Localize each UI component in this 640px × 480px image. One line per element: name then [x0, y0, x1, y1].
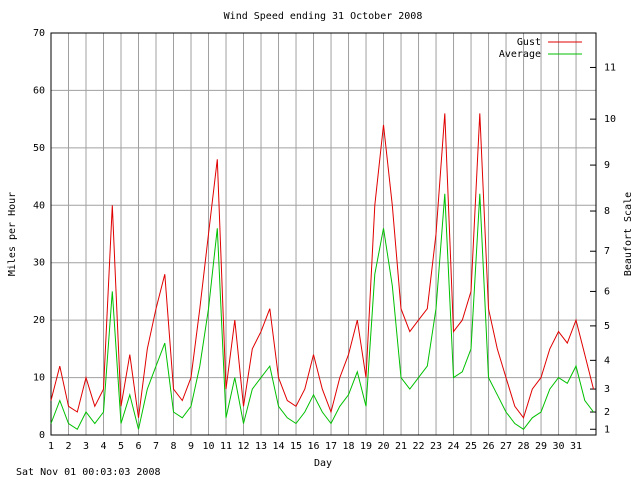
y-tick-label: 60: [33, 85, 45, 96]
x-tick-label: 21: [395, 441, 407, 452]
line-series: [50, 193, 594, 431]
x-tick-label: 4: [100, 441, 106, 452]
y-tick-label: 40: [33, 200, 45, 211]
x-tick-label: 24: [448, 441, 460, 452]
x-tick-label: 17: [325, 441, 337, 452]
x-tick-label: 20: [378, 441, 390, 452]
x-tick-label: 6: [135, 441, 141, 452]
x-tick-label: 3: [83, 441, 89, 452]
plot-border: [50, 32, 597, 436]
y2-tick-label: 10: [604, 114, 616, 125]
y2-axis-label: Beaufort Scale: [623, 192, 634, 276]
x-tick-label: 25: [465, 441, 477, 452]
y2-tick-label: 3: [604, 384, 610, 395]
x-tick-label: 13: [255, 441, 267, 452]
x-tick-label: 7: [153, 441, 159, 452]
y2-tick-label: 7: [604, 246, 610, 257]
y2-tick-label: 6: [604, 286, 610, 297]
x-tick-label: 15: [290, 441, 302, 452]
y2-tick-label: 8: [604, 206, 610, 217]
line-series: [50, 113, 594, 419]
legend-label: Average: [499, 49, 541, 60]
x-tick-label: 31: [570, 441, 582, 452]
x-tick-label: 16: [308, 441, 320, 452]
legend-label: Gust: [517, 37, 541, 48]
x-tick-label: 1: [48, 441, 54, 452]
y-tick-label: 20: [33, 315, 45, 326]
chart-title: Wind Speed ending 31 October 2008: [224, 11, 423, 22]
x-tick-label: 5: [118, 441, 124, 452]
y-tick-label: 30: [33, 258, 45, 269]
y2-tick-label: 1: [604, 424, 610, 435]
y2-tick-label: 11: [604, 62, 616, 73]
x-tick-label: 26: [483, 441, 495, 452]
x-tick-label: 9: [188, 441, 194, 452]
y2-tick-label: 5: [604, 321, 610, 332]
timestamp: Sat Nov 01 00:03:03 2008: [16, 467, 161, 478]
x-tick-label: 23: [430, 441, 442, 452]
x-tick-label: 10: [202, 441, 214, 452]
x-tick-label: 12: [237, 441, 249, 452]
x-tick-label: 2: [65, 441, 71, 452]
x-tick-label: 18: [343, 441, 355, 452]
y-axis-label: Miles per Hour: [7, 192, 18, 276]
y-tick-label: 70: [33, 28, 45, 39]
x-axis-label: Day: [314, 458, 332, 469]
x-tick-label: 27: [500, 441, 512, 452]
x-tick-label: 11: [220, 441, 232, 452]
y2-tick-label: 2: [604, 407, 610, 418]
y-tick-label: 0: [39, 430, 45, 441]
x-tick-label: 30: [553, 441, 565, 452]
y-tick-label: 10: [33, 373, 45, 384]
x-tick-label: 28: [518, 441, 530, 452]
x-tick-label: 29: [535, 441, 547, 452]
x-tick-label: 22: [413, 441, 425, 452]
x-tick-label: 8: [170, 441, 176, 452]
x-tick-label: 19: [360, 441, 372, 452]
y-tick-label: 50: [33, 143, 45, 154]
x-tick-label: 14: [272, 441, 284, 452]
y2-tick-label: 4: [604, 355, 610, 366]
y2-tick-label: 9: [604, 160, 610, 171]
